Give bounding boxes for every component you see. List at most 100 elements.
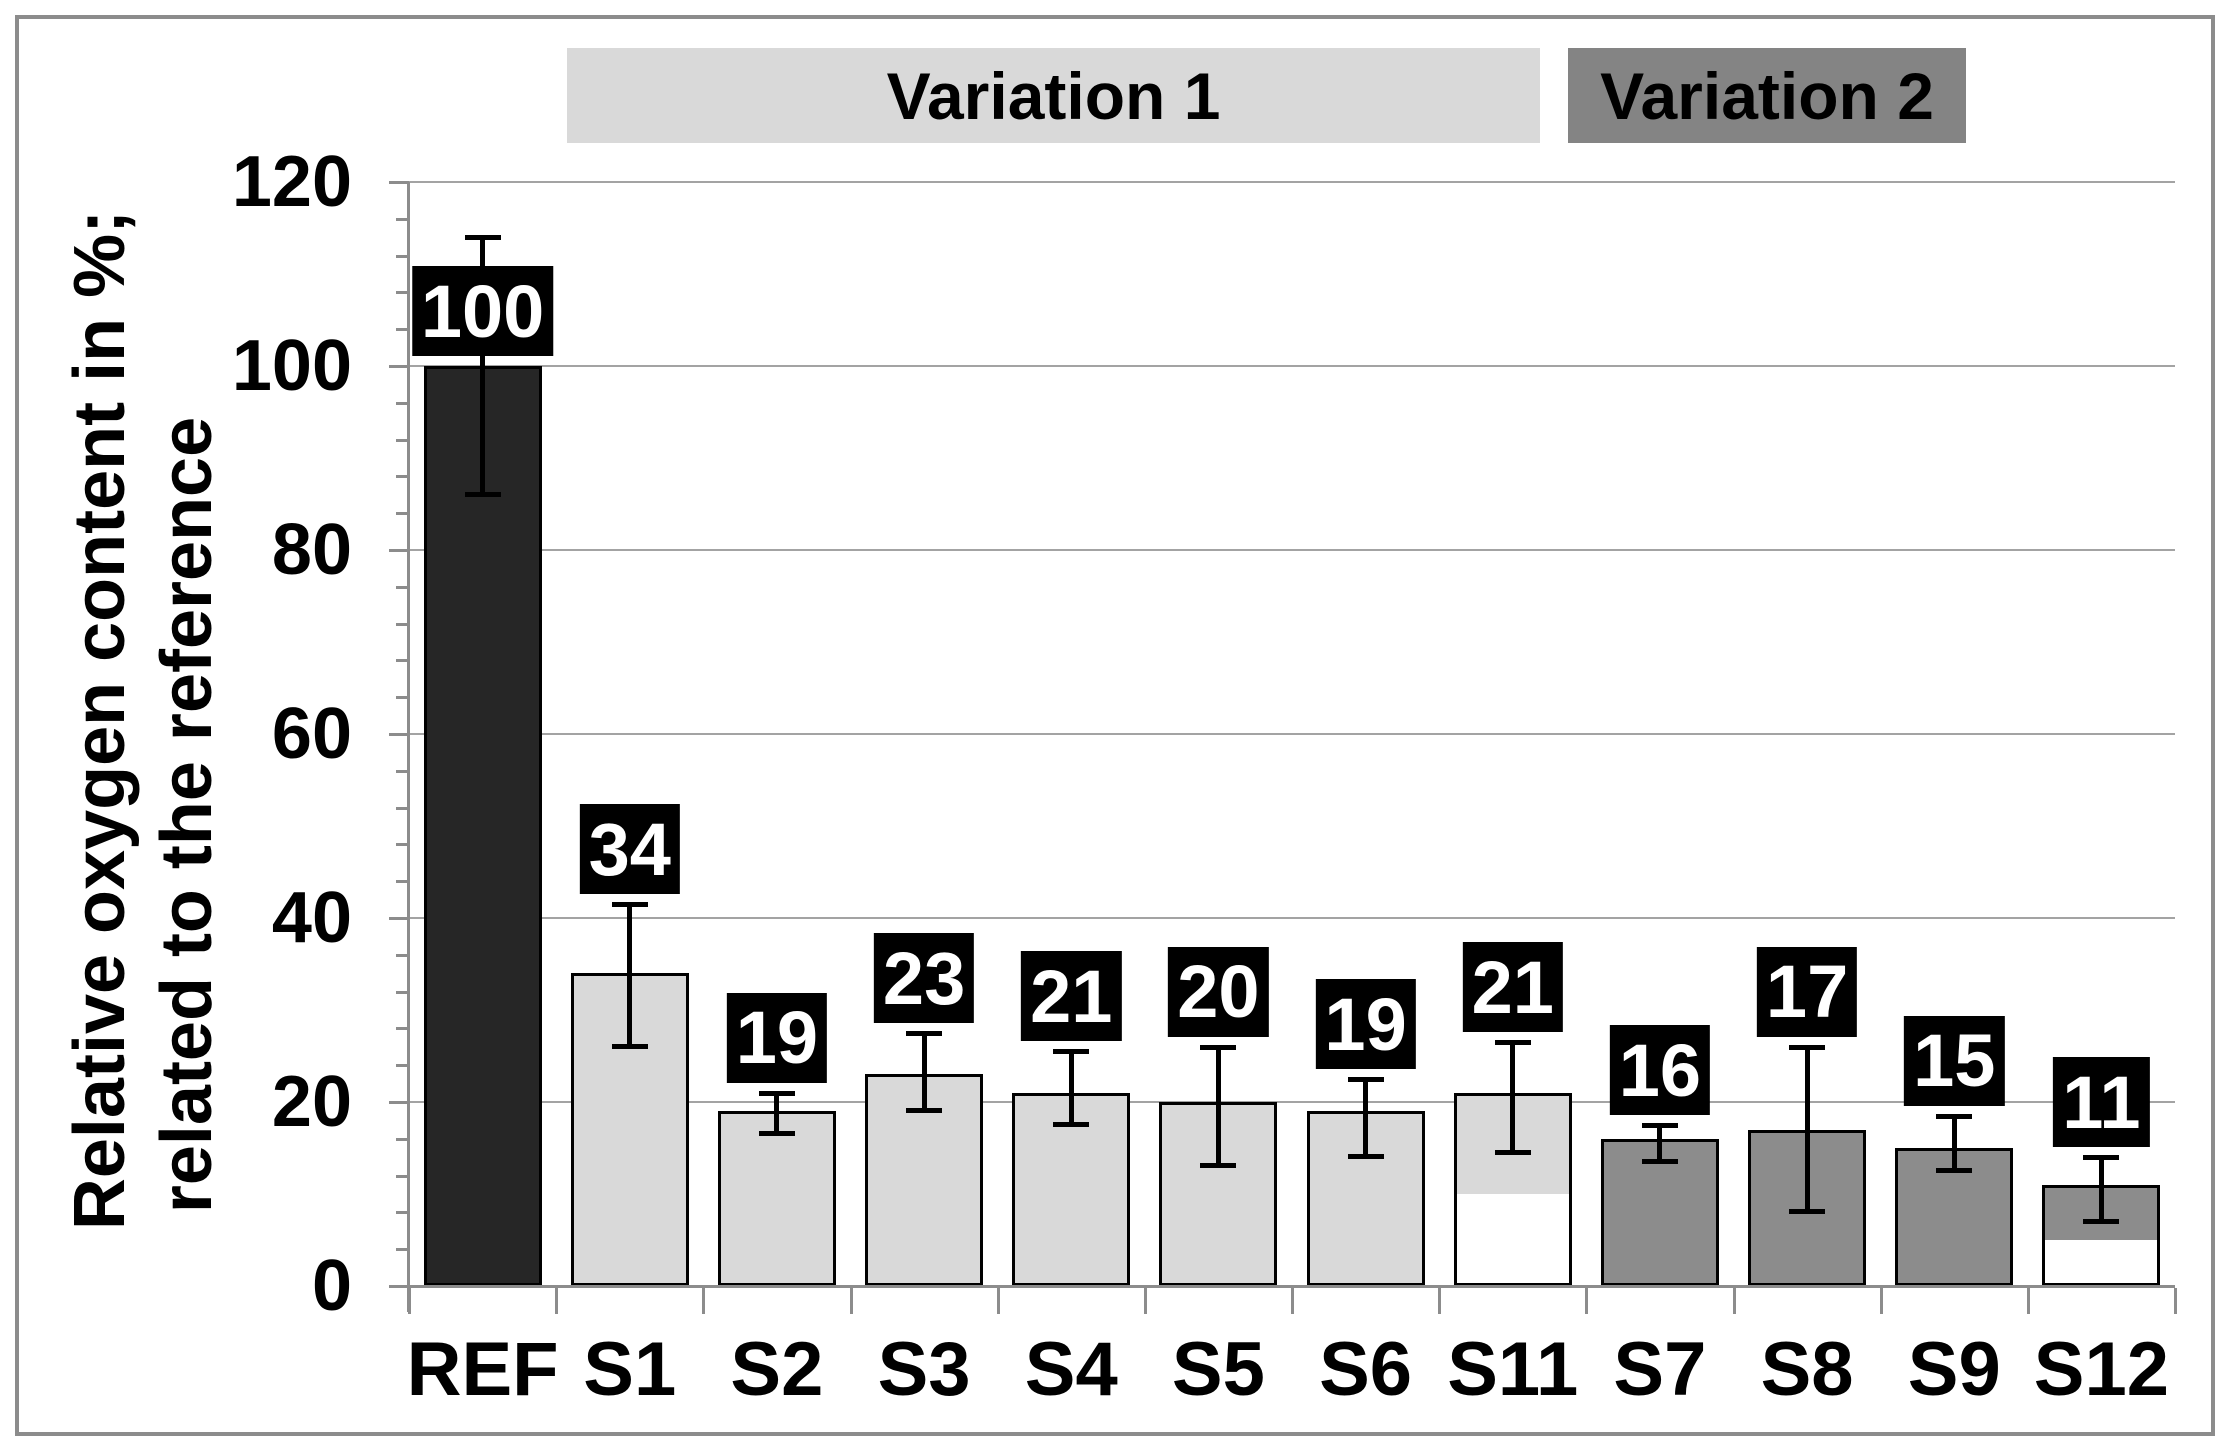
gridline-40 bbox=[409, 917, 2175, 919]
bar-S2 bbox=[717, 1111, 836, 1286]
error-bar-cap-top-S2 bbox=[758, 1090, 795, 1096]
group-header-variation-2: Variation 2 bbox=[1568, 48, 1966, 143]
y-major-tick-20 bbox=[389, 1101, 409, 1104]
error-bar-cap-top-S1 bbox=[611, 902, 648, 908]
y-minor-tick-8 bbox=[396, 1211, 409, 1215]
y-tick-label-120: 120 bbox=[231, 142, 352, 222]
y-minor-tick-88 bbox=[396, 475, 409, 479]
gridline-80 bbox=[409, 549, 2175, 551]
x-category-label-S1: S1 bbox=[583, 1327, 677, 1412]
x-tick-8 bbox=[1585, 1288, 1589, 1314]
x-category-label-S7: S7 bbox=[1613, 1327, 1707, 1412]
x-tick-4 bbox=[996, 1288, 1000, 1314]
y-tick-label-60: 60 bbox=[271, 694, 352, 774]
error-bar-line-REF bbox=[480, 237, 486, 495]
y-minor-tick-4 bbox=[396, 1248, 409, 1252]
bar-REF bbox=[423, 366, 542, 1286]
bar-value-label-S7: 16 bbox=[1609, 1025, 1711, 1115]
error-bar-line-S4 bbox=[1068, 1051, 1074, 1125]
x-category-label-S11: S11 bbox=[1447, 1327, 1579, 1412]
y-minor-tick-72 bbox=[396, 622, 409, 626]
bar-value-label-S5: 20 bbox=[1168, 946, 1269, 1037]
x-axis-line bbox=[407, 1285, 2175, 1288]
error-bar-cap-bottom-S3 bbox=[906, 1108, 943, 1114]
y-minor-tick-32 bbox=[396, 990, 409, 994]
error-bar-line-S12 bbox=[2098, 1157, 2104, 1222]
bar-S1 bbox=[570, 973, 689, 1286]
error-bar-cap-top-S6 bbox=[1347, 1077, 1384, 1082]
y-minor-tick-56 bbox=[396, 769, 409, 773]
x-tick-9 bbox=[1732, 1288, 1736, 1314]
y-tick-label-20: 20 bbox=[271, 1062, 352, 1142]
bar-value-label-S2: 19 bbox=[726, 992, 828, 1083]
bar-value-label-S9: 15 bbox=[1904, 1015, 2005, 1106]
y-minor-tick-108 bbox=[396, 291, 409, 295]
group-header-variation-2-label: Variation 2 bbox=[1600, 58, 1934, 133]
group-header-variation-1: Variation 1 bbox=[567, 48, 1540, 143]
y-minor-tick-76 bbox=[396, 585, 409, 589]
y-minor-tick-104 bbox=[396, 328, 409, 332]
gridline-20 bbox=[409, 1101, 2175, 1103]
gridline-120 bbox=[409, 181, 2175, 183]
y-major-tick-40 bbox=[389, 917, 409, 920]
x-tick-11 bbox=[2026, 1288, 2030, 1314]
error-bar-line-S7 bbox=[1657, 1125, 1663, 1162]
x-tick-0 bbox=[408, 1288, 411, 1314]
error-bar-line-S6 bbox=[1363, 1079, 1369, 1158]
x-category-label-S4: S4 bbox=[1024, 1327, 1118, 1412]
y-minor-tick-12 bbox=[396, 1174, 409, 1178]
y-minor-tick-44 bbox=[396, 880, 409, 884]
error-bar-cap-top-S11 bbox=[1494, 1040, 1531, 1046]
x-tick-6 bbox=[1291, 1288, 1294, 1314]
x-category-label-S12: S12 bbox=[2033, 1327, 2170, 1412]
y-minor-tick-84 bbox=[396, 512, 409, 516]
error-bar-line-S9 bbox=[1951, 1115, 1957, 1171]
error-bar-cap-bottom-S9 bbox=[1936, 1168, 1973, 1173]
x-category-label-S8: S8 bbox=[1760, 1327, 1854, 1412]
y-tick-label-40: 40 bbox=[271, 878, 352, 958]
x-tick-1 bbox=[555, 1288, 559, 1314]
x-tick-2 bbox=[702, 1288, 706, 1314]
y-minor-tick-112 bbox=[396, 254, 409, 258]
bar-value-label-S1: 34 bbox=[579, 804, 680, 895]
bar-value-label-S12: 11 bbox=[2053, 1057, 2150, 1148]
y-minor-tick-96 bbox=[396, 401, 409, 405]
x-tick-5 bbox=[1143, 1288, 1147, 1314]
group-header-variation-1-label: Variation 1 bbox=[886, 58, 1221, 133]
bar-value-label-S3: 23 bbox=[873, 933, 975, 1023]
y-minor-tick-28 bbox=[396, 1027, 409, 1031]
x-category-label-S5: S5 bbox=[1171, 1327, 1265, 1412]
bar-value-label-REF: 100 bbox=[411, 266, 554, 356]
error-bar-cap-top-S12 bbox=[2083, 1155, 2120, 1161]
bar-value-label-S11: 21 bbox=[1462, 942, 1563, 1033]
x-category-label-REF: REF bbox=[406, 1327, 559, 1412]
y-minor-tick-48 bbox=[396, 843, 409, 847]
y-tick-label-0: 0 bbox=[311, 1246, 352, 1326]
y-tick-label-80: 80 bbox=[271, 510, 352, 590]
error-bar-cap-top-S8 bbox=[1789, 1044, 1826, 1050]
x-category-label-S2: S2 bbox=[730, 1327, 824, 1412]
y-major-tick-80 bbox=[389, 549, 409, 552]
error-bar-line-S3 bbox=[921, 1033, 927, 1112]
y-major-tick-60 bbox=[389, 733, 409, 736]
error-bar-cap-bottom-S5 bbox=[1200, 1163, 1237, 1169]
error-bar-cap-bottom-S12 bbox=[2083, 1218, 2120, 1224]
error-bar-line-S2 bbox=[774, 1092, 780, 1135]
error-bar-cap-top-S4 bbox=[1053, 1049, 1090, 1055]
x-category-label-S9: S9 bbox=[1907, 1327, 2001, 1412]
x-category-label-S6: S6 bbox=[1319, 1327, 1413, 1412]
error-bar-cap-top-S3 bbox=[906, 1031, 943, 1036]
gridline-100 bbox=[409, 365, 2175, 367]
error-bar-cap-bottom-S2 bbox=[758, 1131, 795, 1137]
y-axis-line bbox=[407, 182, 410, 1312]
y-minor-tick-92 bbox=[396, 438, 409, 442]
error-bar-line-S11 bbox=[1510, 1042, 1516, 1153]
y-major-tick-120 bbox=[389, 181, 409, 184]
bar-value-label-S8: 17 bbox=[1756, 946, 1858, 1037]
bar-value-label-S4: 21 bbox=[1021, 951, 1122, 1042]
error-bar-cap-bottom-S4 bbox=[1053, 1122, 1090, 1127]
error-bar-cap-top-REF bbox=[464, 235, 501, 241]
y-tick-label-100: 100 bbox=[231, 326, 352, 406]
x-tick-3 bbox=[849, 1288, 853, 1314]
